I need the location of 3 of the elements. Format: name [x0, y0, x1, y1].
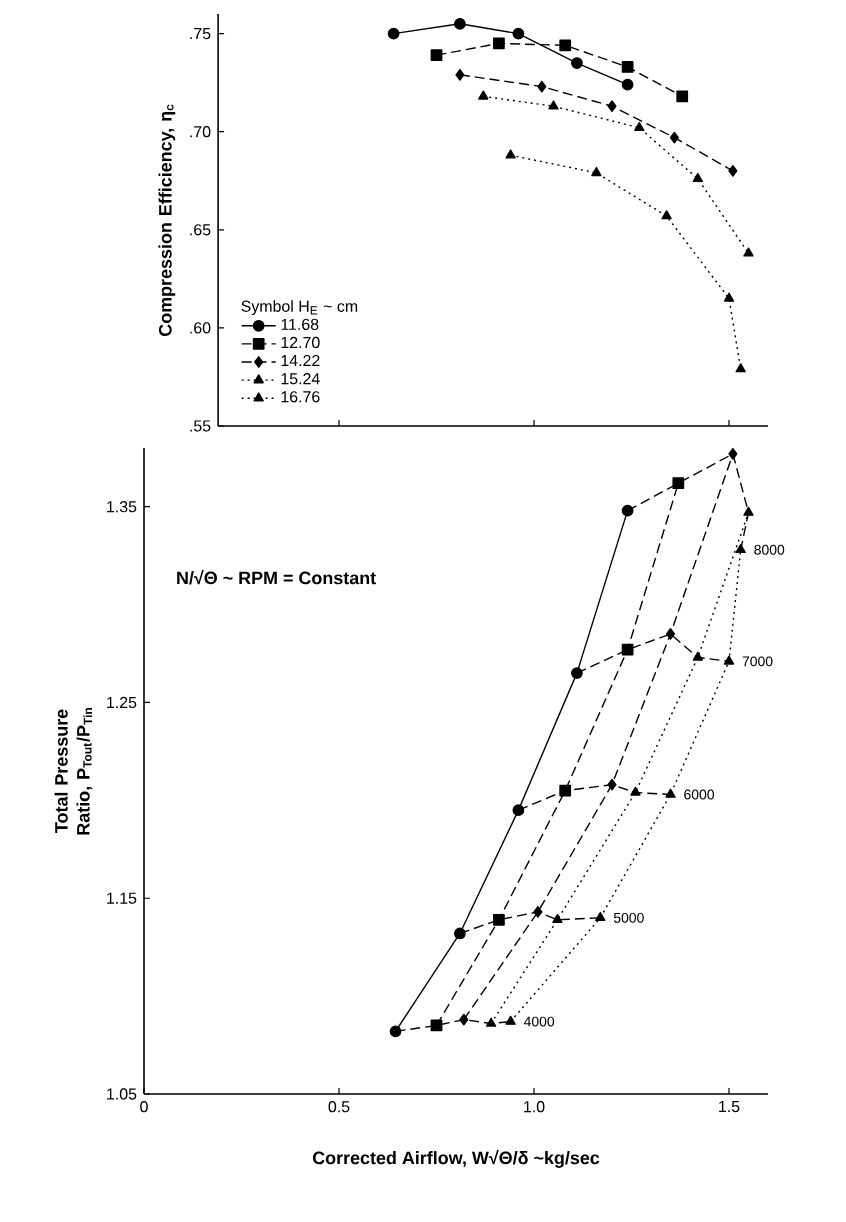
y-axis-title: Compression Efficiency, η$_{c}$ — [158, 104, 176, 336]
x-axis-title: Corrected Airflow, W√Θ/δ ~kg/sec — [312, 1149, 600, 1168]
annotation: N/√Θ ~ RPM = Constant — [177, 569, 376, 585]
